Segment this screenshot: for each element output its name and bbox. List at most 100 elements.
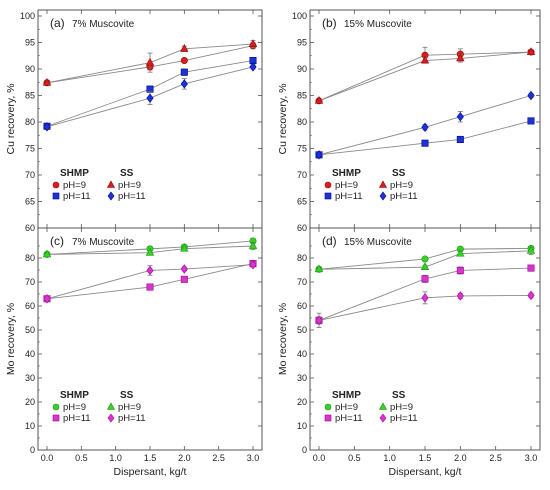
y-tick-label: 30	[297, 373, 307, 383]
y-tick-label: 90	[25, 64, 35, 74]
marker-circle	[421, 255, 429, 263]
x-tick-label: 2.5	[489, 453, 502, 463]
legend-item-label: pH=11	[390, 191, 418, 202]
x-tick-label: 2.5	[212, 453, 225, 463]
marker-square	[527, 264, 535, 272]
x-tick-label: 0.5	[348, 453, 361, 463]
panel-label: (d)	[322, 234, 337, 248]
x-tick-label: 1.5	[144, 453, 157, 463]
legend-header: SHMP	[60, 168, 89, 179]
legend-item-label: pH=9	[118, 402, 141, 413]
y-tick-label: 10	[25, 421, 35, 431]
series-ss-ph9	[42, 39, 258, 86]
panel-note: 15% Muscovite	[344, 237, 412, 248]
legend-item-label: pH=11	[118, 191, 146, 202]
marker-square	[52, 414, 60, 422]
series-line	[318, 250, 532, 270]
marker-square	[146, 283, 154, 291]
legend-item-label: pH=11	[63, 413, 91, 424]
series-line	[46, 245, 254, 255]
y-tick-label: 65	[297, 197, 307, 207]
panel-label: (a)	[50, 16, 65, 30]
marker-diamond	[43, 122, 51, 132]
y-tick-label: 60	[25, 223, 35, 233]
panel-note: 7% Muscovite	[72, 237, 135, 248]
marker-diamond	[249, 260, 257, 270]
series-line	[318, 120, 532, 156]
marker-circle	[324, 181, 332, 189]
marker-triangle	[456, 248, 465, 257]
marker-triangle	[378, 180, 388, 188]
marker-triangle	[106, 180, 116, 188]
marker-triangle	[456, 53, 465, 62]
y-tick-label: 10	[297, 421, 307, 431]
legend-header: SS	[392, 168, 406, 179]
marker-square	[146, 85, 154, 93]
x-tick-label: 3.0	[525, 453, 538, 463]
x-tick-label: 3.0	[247, 453, 260, 463]
x-tick-label: 0.5	[75, 453, 88, 463]
marker-circle	[324, 403, 332, 411]
legend-item-label: pH=9	[390, 180, 413, 191]
y-tick-label: 70	[25, 277, 35, 287]
marker-diamond	[379, 191, 387, 201]
panel-label: (b)	[322, 16, 337, 30]
marker-diamond	[180, 264, 188, 274]
panel-c: 0 10 20 30 40 50 60 70 80 0.0 0.5 1.0 1.5 2.0 2.5 3.0 Mo…	[5, 227, 263, 478]
marker-square	[456, 266, 464, 274]
x-tick-label: 0.0	[41, 453, 54, 463]
legend-item-label: pH=9	[335, 180, 358, 191]
legend-item-label: pH=9	[63, 180, 86, 191]
series-line	[318, 247, 532, 270]
legend-item-label: pH=11	[335, 191, 363, 202]
y-tick-label: 70	[25, 170, 35, 180]
y-tick-label: 0	[30, 445, 35, 455]
marker-square	[180, 275, 188, 283]
y-tick-label: 70	[297, 170, 307, 180]
series-line	[46, 264, 254, 300]
series-line	[46, 263, 254, 300]
y-tick-label: 75	[297, 144, 307, 154]
series-line	[318, 95, 532, 156]
marker-diamond	[456, 112, 464, 122]
legend-header: SS	[392, 390, 406, 401]
series-ss-ph9	[42, 241, 258, 258]
y-axis-label: Cu recovery, %	[5, 84, 17, 155]
marker-square	[324, 414, 332, 422]
marker-triangle	[42, 77, 52, 86]
series-ss-ph9	[314, 47, 536, 104]
y-axis-label: Mo recovery, %	[5, 303, 17, 375]
series-line	[46, 240, 254, 255]
panel-d: 0 10 20 30 40 50 60 70 80 0.0 0.5 1.0 1.5 2.0 2.5 3.0 Mo…	[277, 227, 541, 478]
marker-square	[421, 139, 429, 147]
series-ss-ph11	[43, 260, 257, 304]
marker-circle	[180, 57, 188, 65]
panel-note: 7% Muscovite	[72, 19, 135, 30]
marker-diamond	[421, 122, 429, 132]
marker-triangle	[314, 95, 324, 104]
legend-header: SHMP	[60, 390, 89, 401]
y-tick-label: 65	[25, 197, 35, 207]
y-axis-label: Mo recovery, %	[277, 303, 289, 375]
series-ss-ph11	[315, 90, 535, 160]
marker-triangle	[248, 39, 258, 47]
y-tick-label: 90	[297, 64, 307, 74]
series-line	[318, 51, 532, 102]
marker-diamond	[527, 290, 535, 301]
marker-triangle	[526, 47, 536, 55]
series-line	[46, 66, 254, 128]
marker-diamond	[527, 90, 535, 101]
series-ss-ph9	[314, 245, 536, 273]
legend-header: SS	[120, 168, 134, 179]
marker-diamond	[180, 79, 188, 89]
panel-b: 60 65 70 75 80 85 90 95 100 Cu recovery, % (b) 15% …	[277, 9, 541, 233]
y-tick-label: 75	[25, 144, 35, 154]
y-tick-label: 80	[297, 253, 307, 263]
marker-triangle	[106, 402, 116, 410]
marker-diamond	[107, 413, 115, 423]
marker-triangle	[378, 402, 388, 410]
panel-label: (c)	[50, 234, 64, 248]
y-tick-label: 100	[20, 11, 35, 21]
